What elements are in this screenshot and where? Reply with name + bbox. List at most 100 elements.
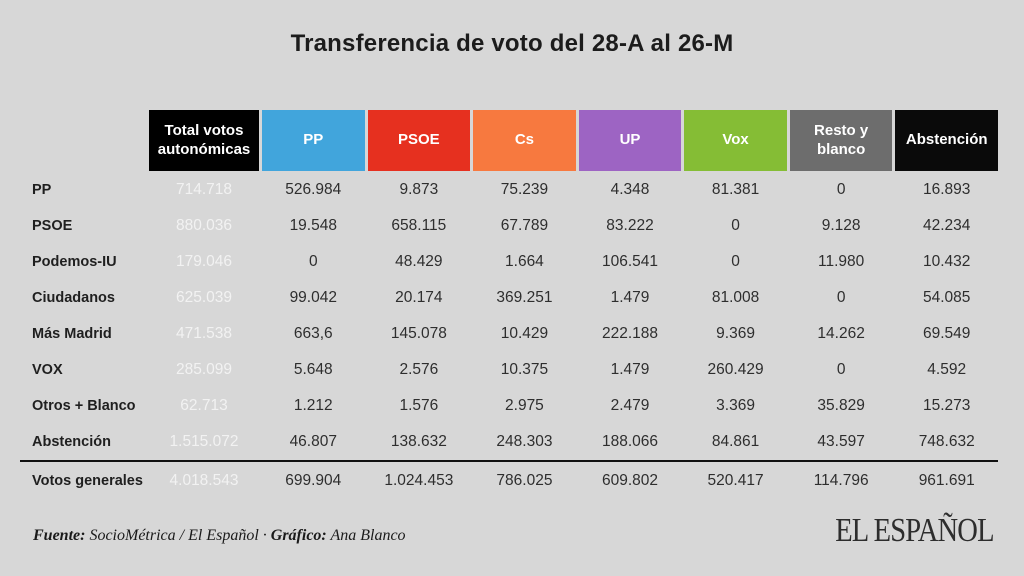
total-row-separator-line [20,460,998,462]
column-header-abstenci-n: Abstención [895,110,998,171]
graphic-label: Gráfico: [270,527,327,544]
table-cell: 99.042 [289,288,337,306]
vote-transfer-table: Total votos autonómicas PP PSOE Cs UP Vox Rest… [20,110,998,498]
table-cell: 81.008 [711,288,760,306]
table-cell: 2.576 [399,360,439,378]
table-cell: 67.789 [500,216,549,234]
table-cell: 19.548 [289,216,337,234]
row-label: Podemos-IU [32,253,117,270]
source-label: Fuente: [33,527,86,544]
table-cell: 1.024.453 [384,471,454,489]
table-cell: 0 [731,216,740,234]
total-votes-cell: 285.099 [175,360,233,378]
table-cell: 0 [731,252,740,270]
table-cell: 48.429 [395,252,443,270]
table-cell: 16.893 [922,180,971,198]
table-cell: 75.239 [500,180,549,198]
table-cell: 1.212 [293,396,333,414]
graphic-value: Ana Blanco [326,527,406,544]
table-cell: 369.251 [496,288,553,306]
table-cell: 83.222 [606,216,654,234]
table-cell: 748.632 [918,432,975,450]
table-cell: 0 [308,252,318,270]
row-label: Más Madrid [32,325,112,342]
table-cell: 10.375 [500,360,549,378]
column-header-pp: PP [262,110,365,171]
table-cell: 35.829 [817,396,865,414]
table-cell: 260.429 [707,360,764,378]
table-cell: 1.664 [505,252,544,270]
table-cell: 663,6 [293,324,333,342]
credit-separator: · [262,527,271,544]
column-header-psoe: PSOE [367,110,471,171]
table-cell: 43.597 [817,432,865,450]
table-cell: 14.262 [817,324,865,342]
table-cell: 138.632 [390,432,447,450]
table-cell: 699.904 [285,471,342,489]
row-label: VOX [32,361,63,378]
table-cell: 5.648 [293,360,333,378]
table-corner-spacer [20,110,146,171]
row-label: Otros + Blanco [32,397,136,414]
total-votes-cell: 714.718 [175,180,233,198]
table-cell: 54.085 [922,288,971,306]
row-label: Abstención [32,433,111,450]
source-value: SocioMétrica / El Español [85,527,263,544]
table-cell: 520.417 [707,471,764,489]
total-votes-cell: 625.039 [175,288,233,306]
source-credit: Fuente: SocioMétrica / El Español · Gráf… [33,527,406,545]
table-cell: 248.303 [496,432,553,450]
total-votes-cell: 4.018.543 [169,471,239,489]
table-cell: 2.975 [505,396,544,414]
table-cell: 4.592 [927,360,967,378]
table-cell: 11.980 [818,252,865,270]
column-header-cs: Cs [473,110,576,171]
table-cell: 786.025 [496,471,553,489]
table-cell: 114.796 [813,471,869,489]
table-cell: 20.174 [395,288,443,306]
table-cell: 961.691 [918,471,975,489]
row-label: Votos generales [32,472,143,489]
table-cell: 106.541 [601,252,658,270]
table-cell: 0 [836,288,846,306]
table-cell: 145.078 [390,324,447,342]
table-cell: 9.873 [399,180,439,198]
table-cell: 1.479 [610,360,650,378]
table-cell: 9.128 [821,216,861,234]
table-cell: 609.802 [601,471,658,489]
table-cell: 15.273 [922,396,971,414]
column-header-total: Total votos autonómicas [149,110,259,171]
el-espanol-logo: EL ESPAÑOL [835,512,995,549]
table-cell: 42.234 [922,216,971,234]
column-header-resto-y-blanco: Resto y blanco [789,110,893,171]
row-label: Ciudadanos [32,289,115,306]
table-cell: 0 [836,180,846,198]
row-label: PP [32,181,52,198]
column-header-vox: Vox [684,110,787,171]
table-cell: 3.369 [716,396,755,414]
total-votes-cell: 471.538 [175,324,233,342]
table-cell: 10.432 [922,252,971,270]
table-cell: 9.369 [716,324,755,342]
total-votes-cell: 1.515.072 [169,432,239,450]
table-cell: 222.188 [601,324,658,342]
table-cell: 46.807 [289,432,337,450]
page-title: Transferencia de voto del 28-A al 26-M [290,30,734,57]
table-cell: 69.549 [922,324,971,342]
total-votes-cell: 880.036 [175,216,233,234]
total-votes-cell: 179.046 [175,252,233,270]
column-header-up: UP [578,110,682,171]
table-cell: 658.115 [391,216,447,234]
table-cell: 10.429 [500,324,549,342]
table-cell: 81.381 [711,180,760,198]
table-cell: 84.861 [711,432,760,450]
table-cell: 526.984 [285,180,342,198]
table-cell: 2.479 [610,396,650,414]
table-cell: 4.348 [610,180,650,198]
table-cell: 1.479 [610,288,650,306]
row-label: PSOE [32,217,73,234]
table-cell: 0 [836,360,846,378]
table-cell: 188.066 [601,432,658,450]
total-votes-cell: 62.713 [180,396,228,414]
